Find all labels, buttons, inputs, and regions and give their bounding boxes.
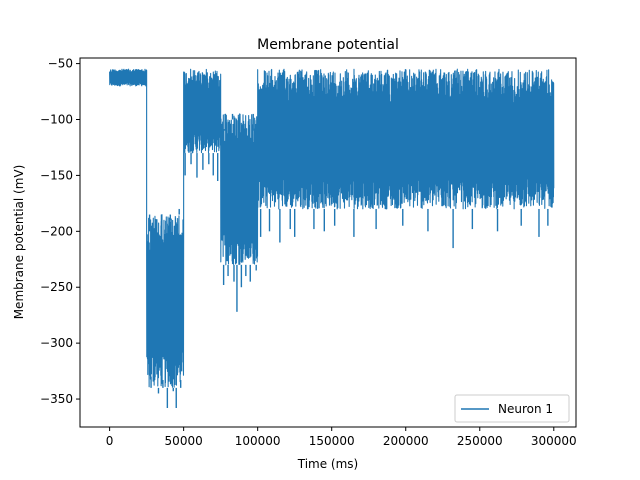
x-axis-ticks: 0 50000 100000 150000 200000 250000 300000	[106, 427, 577, 448]
y-tick-label: −100	[40, 113, 73, 127]
x-tick-label: 100000	[235, 434, 281, 448]
legend-box	[454, 394, 570, 423]
x-tick-label: 250000	[457, 434, 503, 448]
x-tick-label: 150000	[309, 434, 355, 448]
y-tick-label: −300	[40, 336, 73, 350]
y-axis-ticks: −350 −300 −250 −200 −150 −100 −50	[40, 57, 80, 406]
chart-title: Membrane potential	[257, 37, 399, 53]
x-tick-label: 0	[106, 434, 114, 448]
x-tick-label: 200000	[383, 434, 429, 448]
x-tick-label: 50000	[165, 434, 203, 448]
y-axis-label: Membrane potential (mV)	[12, 165, 26, 320]
y-tick-label: −50	[48, 57, 73, 71]
series-line-1	[109, 68, 555, 388]
y-tick-label: −200	[40, 224, 73, 238]
plot-area	[109, 68, 555, 408]
series-layer	[109, 68, 555, 408]
legend: Neuron 1	[454, 394, 570, 423]
y-tick-label: −250	[40, 280, 73, 294]
axes-frame	[79, 57, 577, 428]
x-axis-label: Time (ms)	[297, 457, 359, 471]
x-tick-label: 300000	[531, 434, 577, 448]
y-tick-label: −350	[40, 392, 73, 406]
legend-label-neuron-1: Neuron 1	[498, 402, 553, 416]
y-tick-label: −150	[40, 168, 73, 182]
